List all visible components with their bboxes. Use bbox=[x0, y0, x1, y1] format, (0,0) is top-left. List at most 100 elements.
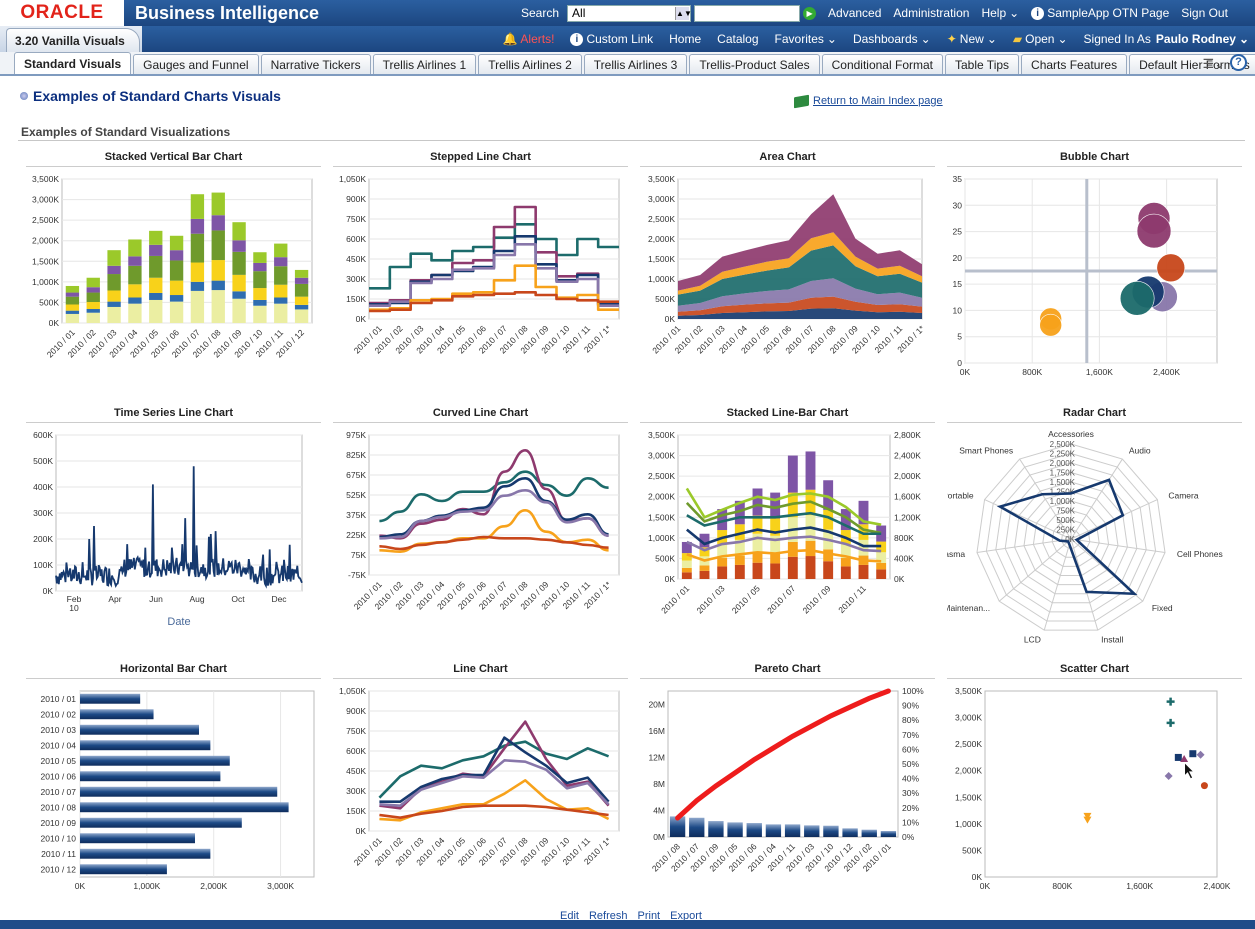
y-tick-label: 3,000K bbox=[955, 713, 982, 723]
scatter-chart-panel: Scatter Chart 0K 500K 1,000K 1,500K 2,000K 2,… bbox=[947, 653, 1242, 899]
horizontal-bar-chart[interactable]: 0K 1,000K 2,000K 3,000K 2010 / 01 2010 / 02 20… bbox=[26, 679, 321, 899]
bar bbox=[669, 816, 686, 837]
tab-conditional-format[interactable]: Conditional Format bbox=[821, 54, 943, 74]
y2-tick-label: 0K bbox=[894, 574, 905, 584]
search-go-icon[interactable]: ▶ bbox=[803, 6, 817, 20]
tab-trellis-product-sales[interactable]: Trellis-Product Sales bbox=[689, 54, 820, 74]
scatter-point bbox=[1189, 750, 1197, 758]
home-link[interactable]: Home bbox=[669, 32, 702, 46]
chart-title-divider bbox=[640, 422, 935, 423]
search-input[interactable] bbox=[694, 4, 801, 22]
y-tick-label: 1,000K bbox=[32, 277, 59, 287]
tab-gauges-and-funnel[interactable]: Gauges and Funnel bbox=[133, 54, 259, 74]
area-band bbox=[678, 296, 922, 316]
bar-segment bbox=[232, 298, 246, 323]
otn-page-link[interactable]: i SampleApp OTN Page bbox=[1031, 6, 1169, 20]
radar-chart[interactable]: Accessories Audio Camera Cell Phones Fixed In… bbox=[947, 423, 1242, 643]
y-tick-label: 2010 / 03 bbox=[41, 725, 77, 735]
bar-segment bbox=[253, 305, 267, 323]
dashboards-label: Dashboards bbox=[852, 32, 918, 46]
bar-segment bbox=[65, 304, 80, 311]
pareto-chart[interactable]: 0M 4M 8M 12M 16M 20M 0% 10% 20% 30% 40% 50% 60% 70% 80… bbox=[640, 679, 935, 899]
stacked-line-bar-chart[interactable]: 0K 500K 1,000K 1,500K 2,000K 2,500K 3,000K 3,50… bbox=[640, 423, 935, 643]
area-band bbox=[678, 308, 922, 319]
alerts-link[interactable]: 🔔 Alerts! bbox=[502, 32, 554, 46]
y2-tick-label: 2,800K bbox=[894, 430, 921, 440]
mouse-cursor-icon bbox=[1184, 761, 1195, 780]
chevron-down-icon: ⌄ bbox=[1009, 6, 1020, 20]
chart-title: Area Chart bbox=[759, 151, 816, 163]
y-tick-label: 0M bbox=[653, 832, 665, 842]
return-main-index-link[interactable]: Return to Main Index page bbox=[794, 94, 943, 108]
y-tick-label: 750K bbox=[346, 214, 366, 224]
chevron-down-icon: ⌄ bbox=[920, 32, 931, 46]
series-line bbox=[686, 535, 882, 553]
y-tick-label: 0K bbox=[665, 574, 676, 584]
tab-charts-features[interactable]: Charts Features bbox=[1021, 54, 1128, 74]
radar-grid bbox=[1004, 471, 1138, 604]
export-link[interactable]: Export bbox=[670, 910, 702, 922]
bar-segment bbox=[840, 566, 851, 579]
help-menu[interactable]: Help ⌄ bbox=[981, 6, 1019, 20]
new-menu[interactable]: ✦ New ⌄ bbox=[947, 32, 997, 46]
dashboards-menu[interactable]: Dashboards ⌄ bbox=[853, 32, 931, 46]
tab-trellis-airlines-2[interactable]: Trellis Airlines 2 bbox=[478, 54, 582, 74]
user-menu[interactable]: Paulo Rodney ⌄ bbox=[1156, 32, 1249, 46]
bar-segment bbox=[65, 313, 80, 323]
curved-line-chart-panel: Curved Line Chart -75K 75K 225K 375K 525K 675… bbox=[333, 397, 628, 643]
x-tick-label: 0K bbox=[980, 881, 991, 891]
time-series-chart[interactable]: 0K 100K 200K 300K 400K 500K 600K Feb Apr Jun Aug Oc… bbox=[26, 423, 321, 643]
search-scope-select[interactable]: All ▲▼ bbox=[567, 4, 692, 22]
radar-grid bbox=[1042, 509, 1100, 567]
tab-standard-visuals[interactable]: Standard Visuals bbox=[14, 52, 132, 74]
oracle-logo[interactable]: ORACLE bbox=[0, 0, 124, 26]
radar-tick-label: 2,500K bbox=[1050, 440, 1076, 449]
dashboard-title[interactable]: 3.20 Vanilla Visuals bbox=[6, 28, 140, 52]
bubble-chart[interactable]: 0 5 10 15 20 25 30 35 0K 800K 1,600K 2,400K bbox=[947, 167, 1242, 387]
bar-segment bbox=[681, 553, 692, 561]
y-tick-label: 750K bbox=[346, 726, 366, 736]
x-axis-label: Date bbox=[167, 616, 190, 628]
tab-trellis-airlines-3[interactable]: Trellis Airlines 3 bbox=[583, 54, 688, 74]
sign-out-link[interactable]: Sign Out bbox=[1181, 6, 1228, 20]
y-tick-label: 8M bbox=[653, 779, 665, 789]
radar-series bbox=[996, 478, 1138, 596]
y-tick-label: 2,500K bbox=[32, 215, 59, 225]
scatter-point bbox=[1083, 816, 1092, 824]
tab-trellis-airlines-1[interactable]: Trellis Airlines 1 bbox=[372, 54, 477, 74]
print-link[interactable]: Print bbox=[637, 910, 661, 922]
administration-link[interactable]: Administration bbox=[893, 6, 970, 20]
section-divider bbox=[18, 140, 1245, 141]
plot-frame bbox=[984, 690, 1218, 878]
bar-segment bbox=[787, 455, 798, 493]
stacked-bar-chart[interactable]: 0K 500K 1,000K 1,500K 2,000K 2,500K 3,000K 3,50… bbox=[26, 167, 321, 387]
tab-table-tips[interactable]: Table Tips bbox=[945, 54, 1020, 74]
plot-frame bbox=[667, 690, 899, 838]
refresh-link[interactable]: Refresh bbox=[588, 910, 628, 922]
open-menu[interactable]: ▰ Open ⌄ bbox=[1013, 32, 1068, 46]
bar-segment bbox=[190, 290, 205, 323]
custom-link[interactable]: i Custom Link bbox=[570, 32, 653, 46]
area-chart[interactable]: 0K 500K 1,000K 1,500K 2,000K 2,500K 3,000K 3,50… bbox=[640, 167, 935, 387]
page-options-icon[interactable]: ☰⌄ bbox=[1202, 56, 1225, 71]
tab-default-hier-formats[interactable]: Default Hier Formats bbox=[1129, 54, 1255, 74]
catalog-link[interactable]: Catalog bbox=[717, 32, 759, 46]
help-icon[interactable]: ? bbox=[1230, 54, 1247, 71]
bar-segment bbox=[752, 551, 763, 563]
series-line bbox=[378, 740, 610, 799]
radar-grid bbox=[1032, 500, 1110, 576]
scatter-chart[interactable]: 0K 500K 1,000K 1,500K 2,000K 2,500K 3,000K 3,50… bbox=[947, 679, 1242, 899]
open-label: Open bbox=[1025, 32, 1055, 46]
y-tick-label: 900K bbox=[346, 706, 366, 716]
tab-narrative-tickers[interactable]: Narrative Tickers bbox=[260, 54, 371, 74]
y-tick-label: 20 bbox=[953, 253, 963, 263]
radar-grid bbox=[976, 443, 1166, 631]
edit-link[interactable]: Edit bbox=[560, 910, 579, 922]
y-tick-label: 2,000K bbox=[32, 236, 59, 246]
y-tick-label: 600K bbox=[33, 430, 53, 440]
advanced-link[interactable]: Advanced bbox=[828, 6, 882, 20]
favorites-menu[interactable]: Favorites ⌄ bbox=[775, 32, 837, 46]
